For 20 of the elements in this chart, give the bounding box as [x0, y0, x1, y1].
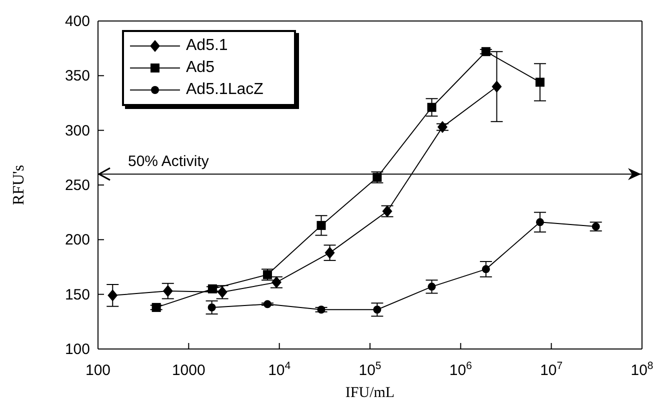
x-tick-label: 10$^{6}$	[449, 360, 472, 379]
y-tick-label: 350	[64, 68, 90, 85]
x-tick-label: 1000	[172, 362, 206, 379]
y-tick-label: 200	[64, 232, 90, 249]
x-axis-title: IFU/mL	[345, 385, 395, 401]
y-tick-label: 300	[64, 122, 90, 140]
x-tick-label: 100	[85, 362, 111, 379]
y-tick-label: 250	[64, 177, 90, 194]
x-tick-label: 10$^{8}$	[630, 360, 654, 379]
x-tick-label: 10$^{5}$	[358, 360, 382, 379]
legend-label: Ad5	[186, 58, 214, 78]
x-tick-label: 10$^{7}$	[540, 360, 563, 379]
legend-label: Ad5.1	[186, 36, 228, 56]
y-tick-label: 150	[64, 286, 90, 304]
y-tick-label: 400	[64, 13, 90, 30]
y-tick-label: 100	[64, 341, 90, 358]
y-axis-title: RFU's	[10, 164, 28, 206]
x-tick-label: 10$^{4}$	[268, 360, 291, 379]
ref-line-label: 50% Activity	[128, 153, 210, 170]
legend-label: Ad5.1LacZ	[186, 80, 264, 100]
